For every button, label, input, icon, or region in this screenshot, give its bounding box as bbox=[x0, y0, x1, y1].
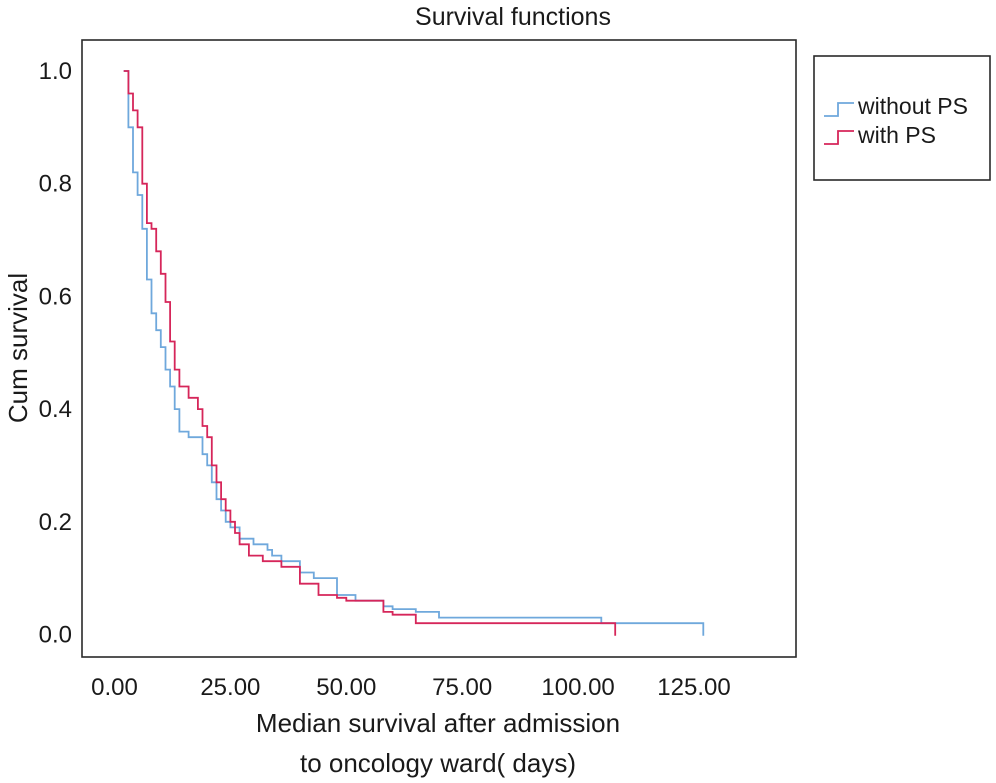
chart-title: Survival functions bbox=[415, 3, 611, 31]
x-axis-label-line-1: Median survival after admission bbox=[256, 708, 620, 738]
x-tick-label: 75.00 bbox=[432, 674, 492, 701]
plot-area-frame bbox=[81, 39, 797, 658]
legend-swatch-with-ps bbox=[824, 130, 854, 145]
x-axis-label-line-2: to oncology ward( days) bbox=[300, 748, 576, 778]
series-line-with-ps bbox=[123, 70, 617, 636]
legend: without PS with PS bbox=[813, 55, 991, 181]
y-tick-label: 0.0 bbox=[39, 621, 72, 648]
legend-label-with-ps: with PS bbox=[857, 122, 936, 148]
series-layer bbox=[123, 70, 705, 636]
y-axis-ticks: 0.0 0.2 0.4 0.6 0.8 1.0 bbox=[39, 58, 72, 648]
y-tick-label: 0.2 bbox=[39, 509, 72, 536]
x-tick-label: 125.00 bbox=[657, 674, 730, 701]
x-axis-ticks: 0.00 25.00 50.00 75.00 100.00 125.00 bbox=[91, 674, 731, 701]
legend-swatch-without-ps bbox=[824, 102, 854, 117]
x-tick-label: 0.00 bbox=[91, 674, 138, 701]
y-tick-label: 0.8 bbox=[39, 171, 72, 198]
legend-box bbox=[813, 55, 991, 181]
y-tick-label: 0.6 bbox=[39, 283, 72, 310]
y-axis-label: Cum survival bbox=[3, 273, 33, 423]
y-tick-label: 1.0 bbox=[39, 58, 72, 85]
x-tick-label: 50.00 bbox=[316, 674, 376, 701]
y-tick-label: 0.4 bbox=[39, 396, 72, 423]
x-tick-label: 25.00 bbox=[200, 674, 260, 701]
x-tick-label: 100.00 bbox=[541, 674, 614, 701]
legend-label-without-ps: without PS bbox=[857, 93, 968, 119]
